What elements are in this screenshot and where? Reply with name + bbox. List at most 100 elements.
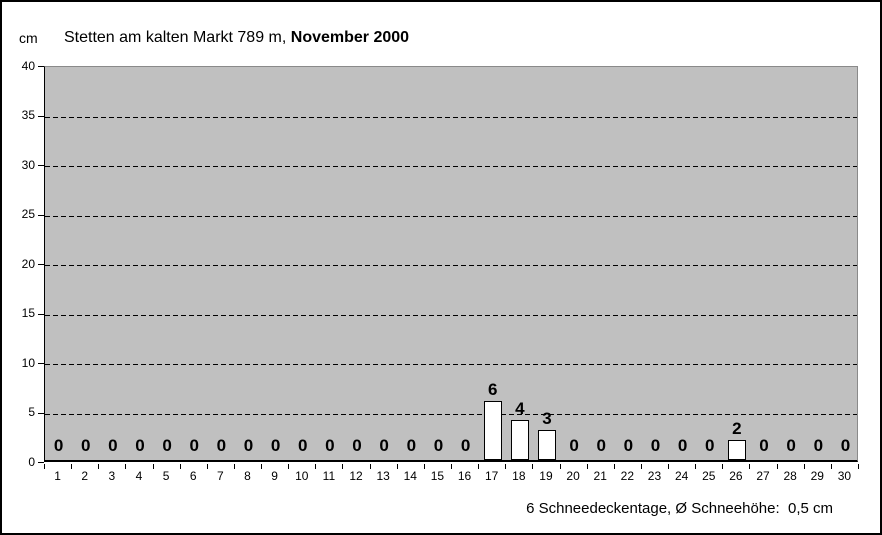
y-tick <box>38 412 44 414</box>
bar <box>510 420 529 460</box>
x-tick <box>396 464 398 469</box>
bar-value-label: 0 <box>596 436 606 455</box>
x-tick-label: 11 <box>322 469 336 483</box>
x-tick <box>613 464 615 469</box>
x-tick-label: 25 <box>702 469 716 483</box>
x-tick-label: 26 <box>729 469 743 483</box>
x-tick <box>803 464 805 469</box>
gridline <box>45 413 857 415</box>
x-tick-label: 2 <box>81 469 89 483</box>
x-tick-label: 6 <box>189 469 197 483</box>
bar-value-label: 0 <box>243 436 254 455</box>
gridline <box>45 364 857 365</box>
x-tick-label: 19 <box>539 469 553 483</box>
bar-value-label: 0 <box>840 436 851 455</box>
x-tick <box>586 464 588 469</box>
chart-title: Stetten am kalten Markt 789 m, November … <box>64 29 409 47</box>
bar-value-label: 0 <box>352 436 362 455</box>
x-tick-label: 20 <box>566 469 580 483</box>
x-tick-label: 21 <box>593 469 607 483</box>
x-tick-label: 12 <box>349 469 363 483</box>
x-tick-label: 10 <box>295 469 309 483</box>
bar-value-label: 0 <box>216 436 227 455</box>
x-tick <box>179 464 181 469</box>
bar-value-label: 0 <box>677 436 688 455</box>
x-tick <box>152 464 154 469</box>
bar-value-label: 0 <box>406 436 417 455</box>
x-tick <box>98 464 100 469</box>
x-tick-label: 13 <box>376 469 390 483</box>
bar-value-label: 0 <box>433 436 444 455</box>
bar-value-label: 0 <box>162 436 172 455</box>
bar-value-label: 6 <box>487 380 498 399</box>
bar-value-label: 0 <box>379 436 389 455</box>
x-tick <box>423 464 425 469</box>
y-axis-unit-label: cm <box>19 30 38 46</box>
x-tick <box>776 464 778 469</box>
y-tick-label: 20 <box>21 256 35 271</box>
y-tick-label: 5 <box>28 405 35 419</box>
x-tick <box>261 464 263 469</box>
gridline <box>45 116 857 118</box>
gridline <box>45 314 857 316</box>
x-tick <box>749 464 751 469</box>
y-tick-label: 30 <box>21 157 35 172</box>
gridline <box>45 166 857 167</box>
bar-value-label: 0 <box>759 436 769 455</box>
bar-value-label: 0 <box>460 436 471 455</box>
bar-value-label: 0 <box>108 436 118 455</box>
x-tick <box>125 464 127 469</box>
x-tick <box>722 464 724 469</box>
y-tick <box>38 363 44 364</box>
x-tick-label: 14 <box>403 469 417 483</box>
x-tick <box>71 464 73 469</box>
bar-value-label: 0 <box>298 436 308 455</box>
x-tick-label: 4 <box>135 469 143 483</box>
y-tick <box>38 313 44 315</box>
y-tick-label: 10 <box>21 355 35 370</box>
x-tick-label: 30 <box>837 469 852 483</box>
bar-value-label: 0 <box>623 436 634 455</box>
x-tick-label: 28 <box>783 469 797 483</box>
x-tick-label: 29 <box>810 469 824 483</box>
x-tick-label: 22 <box>620 469 635 483</box>
x-tick-label: 5 <box>162 469 170 483</box>
x-tick <box>342 464 344 469</box>
x-tick-label: 23 <box>647 469 662 483</box>
x-tick-label: 3 <box>108 469 116 483</box>
bar-value-label: 0 <box>786 436 796 455</box>
chart-title-month: November 2000 <box>290 29 410 46</box>
x-tick <box>315 464 317 469</box>
bar-value-label: 0 <box>270 436 281 455</box>
bar <box>483 401 502 460</box>
bar <box>537 430 556 460</box>
y-tick-label: 15 <box>21 306 35 320</box>
y-tick-label: 25 <box>21 207 35 221</box>
x-tick <box>206 464 208 469</box>
y-tick <box>38 115 44 117</box>
x-tick-label: 18 <box>512 469 526 483</box>
chart-title-location: Stetten am kalten Markt 789 m, <box>64 29 291 46</box>
x-tick <box>369 464 371 469</box>
bar-value-label: 0 <box>135 436 145 455</box>
y-tick-label: 40 <box>21 58 35 73</box>
x-tick <box>830 464 832 469</box>
x-tick <box>858 464 859 469</box>
bar-value-label: 4 <box>515 399 525 418</box>
bar <box>727 440 746 460</box>
x-tick <box>695 464 697 469</box>
x-tick <box>451 464 452 469</box>
x-tick <box>505 464 507 469</box>
x-tick <box>640 464 642 469</box>
bar-value-label: 0 <box>325 436 335 455</box>
x-tick <box>233 464 235 469</box>
x-tick-label: 16 <box>457 469 472 483</box>
x-tick <box>478 464 480 469</box>
y-tick-label: 35 <box>21 108 35 122</box>
summary-text: 6 Schneedeckentage, Ø Schneehöhe: 0,5 cm <box>526 500 833 517</box>
x-tick-label: 7 <box>217 469 224 483</box>
x-tick <box>44 464 45 469</box>
x-tick-label: 9 <box>271 469 278 483</box>
